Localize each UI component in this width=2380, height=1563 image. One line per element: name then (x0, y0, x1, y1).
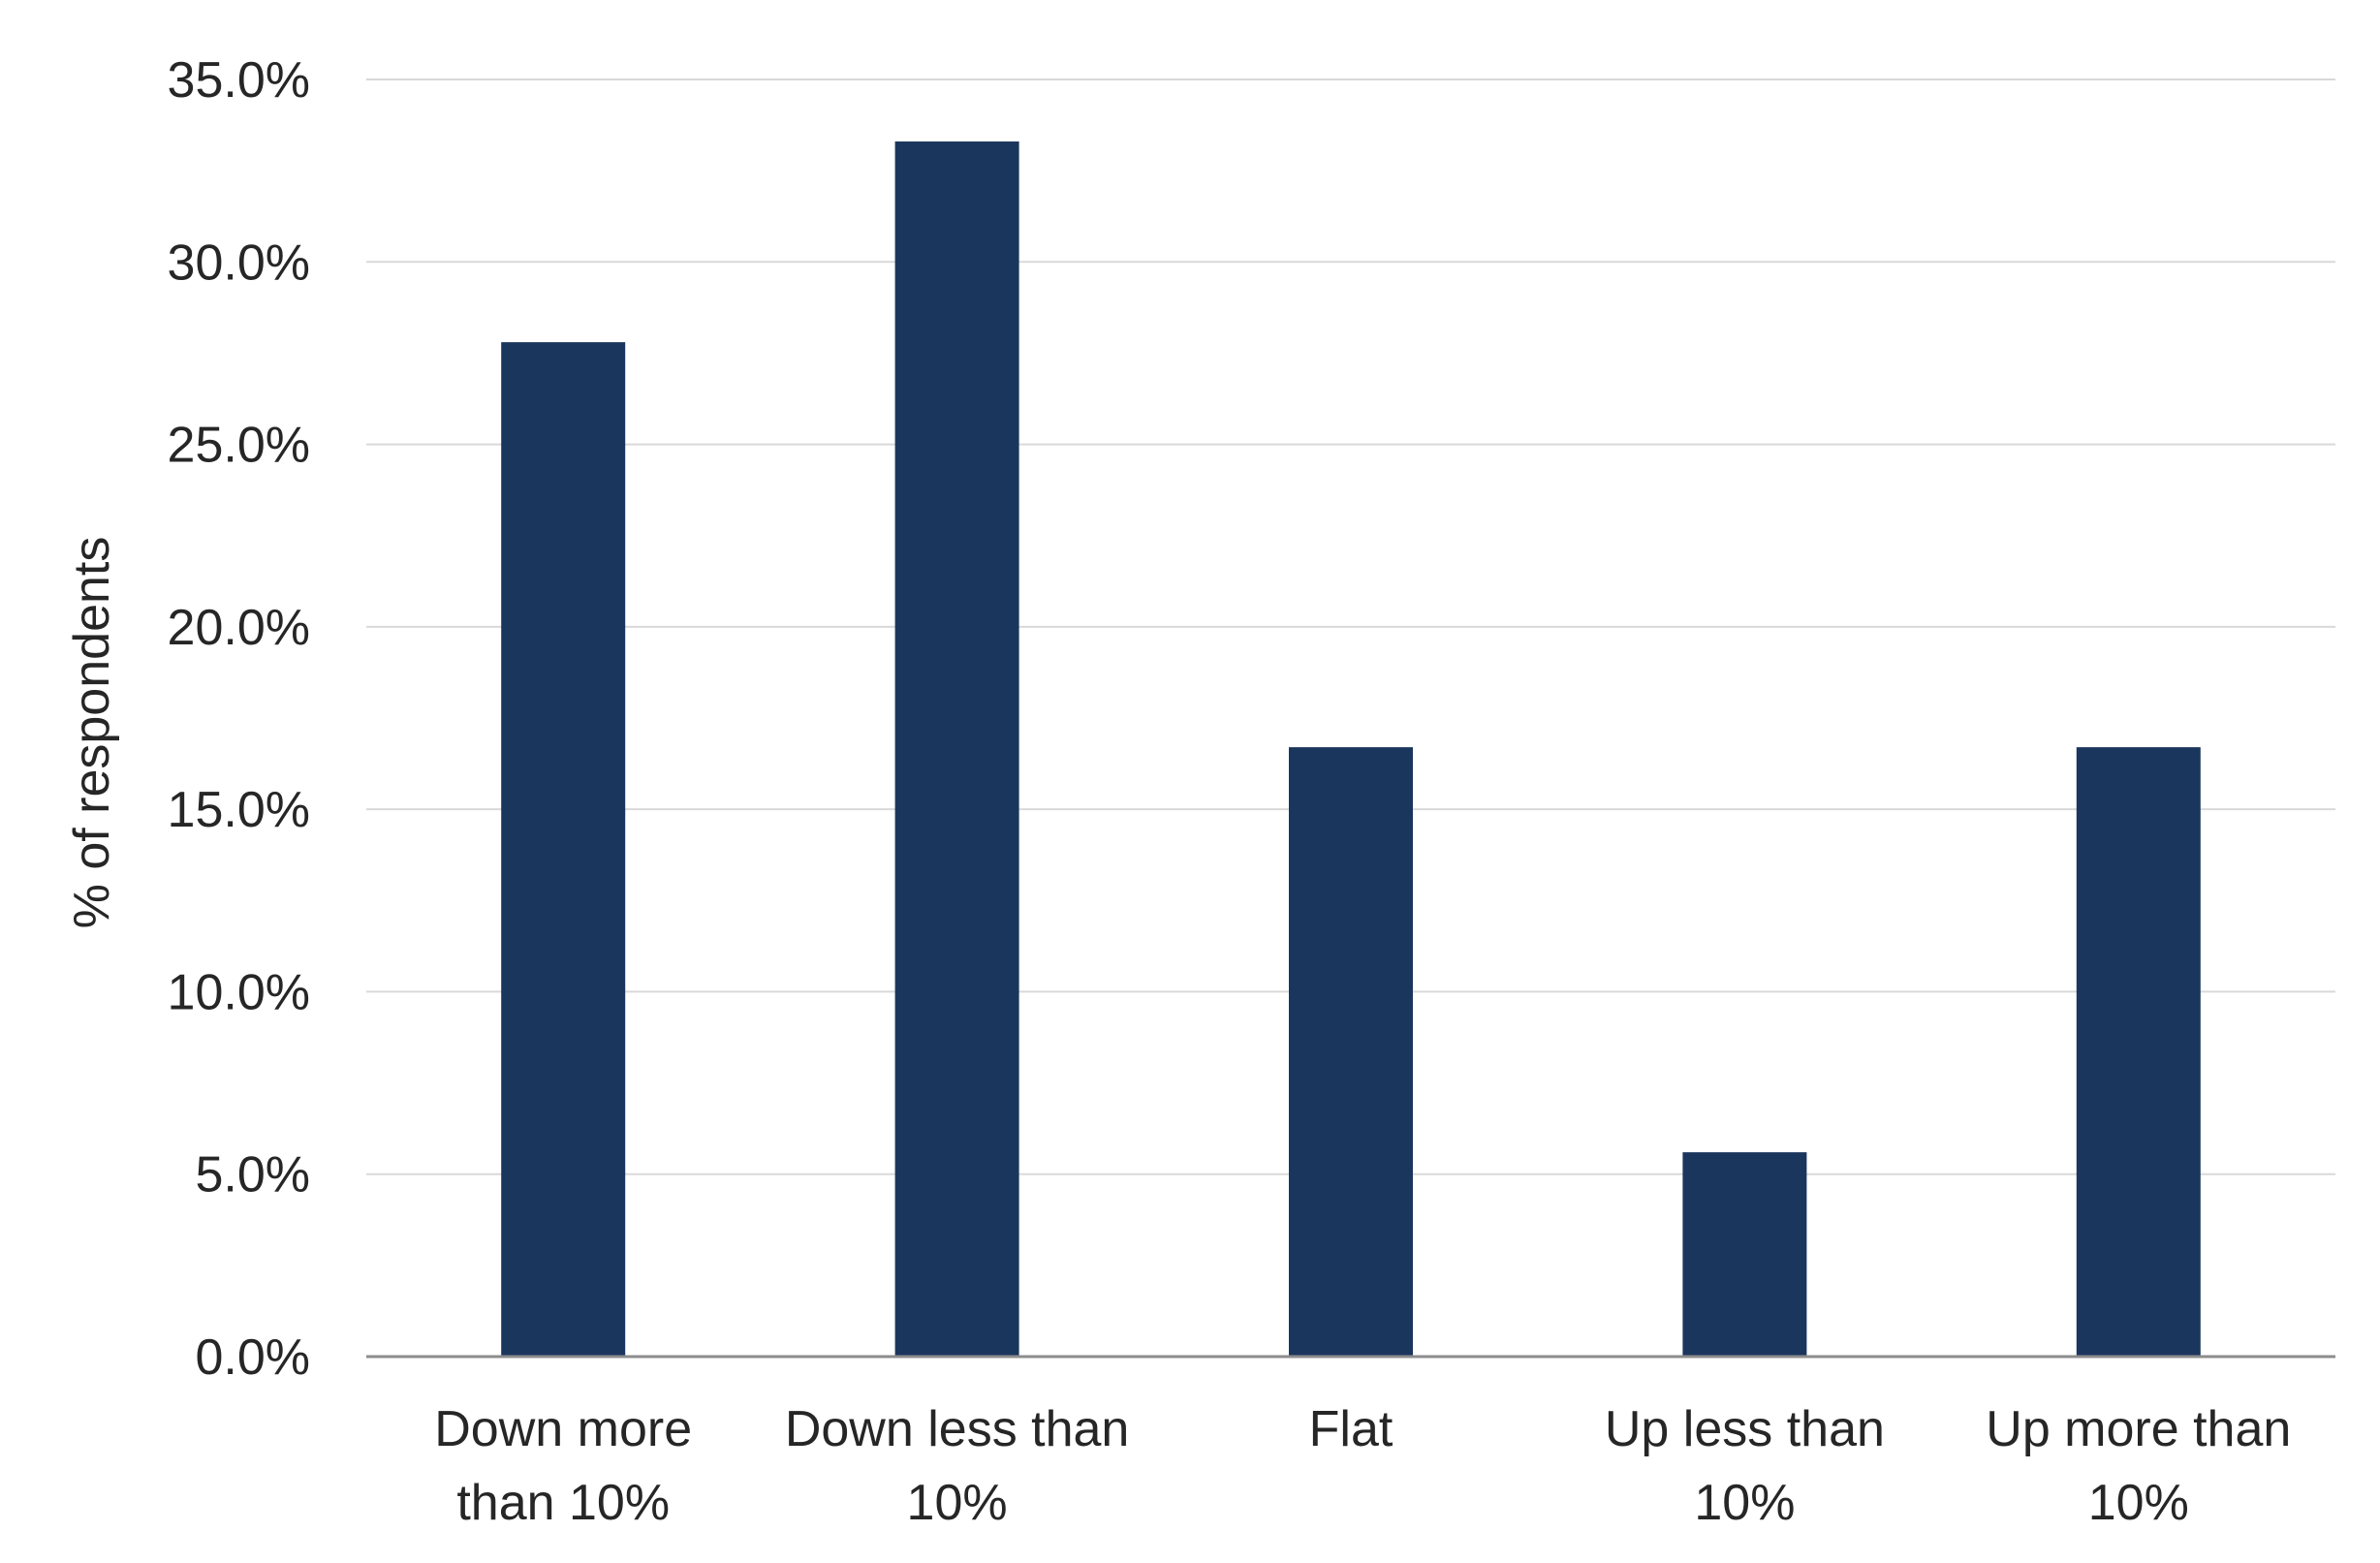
y-tick-label: 30.0% (168, 234, 310, 291)
x-category-label-line: Up more than (1986, 1401, 2291, 1457)
x-category-label: Down more than 10% (434, 1401, 692, 1531)
x-category-label: Flat (1309, 1401, 1394, 1457)
x-category-label-line: 10% (1694, 1475, 1795, 1531)
x-category-label: Down less than 10% (785, 1401, 1130, 1531)
bar (894, 141, 1019, 1358)
x-category-label-line: 10% (2088, 1475, 2189, 1531)
bar (1289, 747, 1413, 1357)
x-category-label-line: 10% (907, 1475, 1008, 1531)
x-category-label-line: Flat (1309, 1401, 1394, 1457)
x-category-label: Up more than 10% (1986, 1401, 2291, 1531)
x-category-label-line: Down more (434, 1401, 692, 1457)
y-tick-label: 10.0% (168, 964, 310, 1020)
x-category-label-line: Up less than (1605, 1401, 1885, 1457)
y-tick-label: 20.0% (168, 600, 310, 656)
bar (501, 342, 626, 1357)
x-category-label: Up less than 10% (1605, 1401, 1885, 1531)
y-tick-label: 25.0% (168, 418, 310, 474)
y-tick-label: 15.0% (168, 782, 310, 838)
y-tick-label: 0.0% (195, 1329, 310, 1386)
bars (501, 141, 2201, 1358)
y-tick-label: 5.0% (195, 1147, 310, 1204)
bar (2076, 747, 2201, 1357)
y-axis-tick-labels: 0.0% 5.0% 10.0% 15.0% 20.0% 25.0% 30.0% 35.0% (168, 52, 310, 1386)
y-tick-label: 35.0% (168, 52, 310, 109)
x-axis-category-labels: Down more than 10% Down less than 10% Flat Up… (434, 1401, 2291, 1531)
y-axis-title: % of respondents (64, 537, 120, 929)
x-category-label-line: Down less than (785, 1401, 1130, 1457)
x-category-label-line: than 10% (456, 1475, 670, 1531)
bar (1682, 1152, 1807, 1357)
